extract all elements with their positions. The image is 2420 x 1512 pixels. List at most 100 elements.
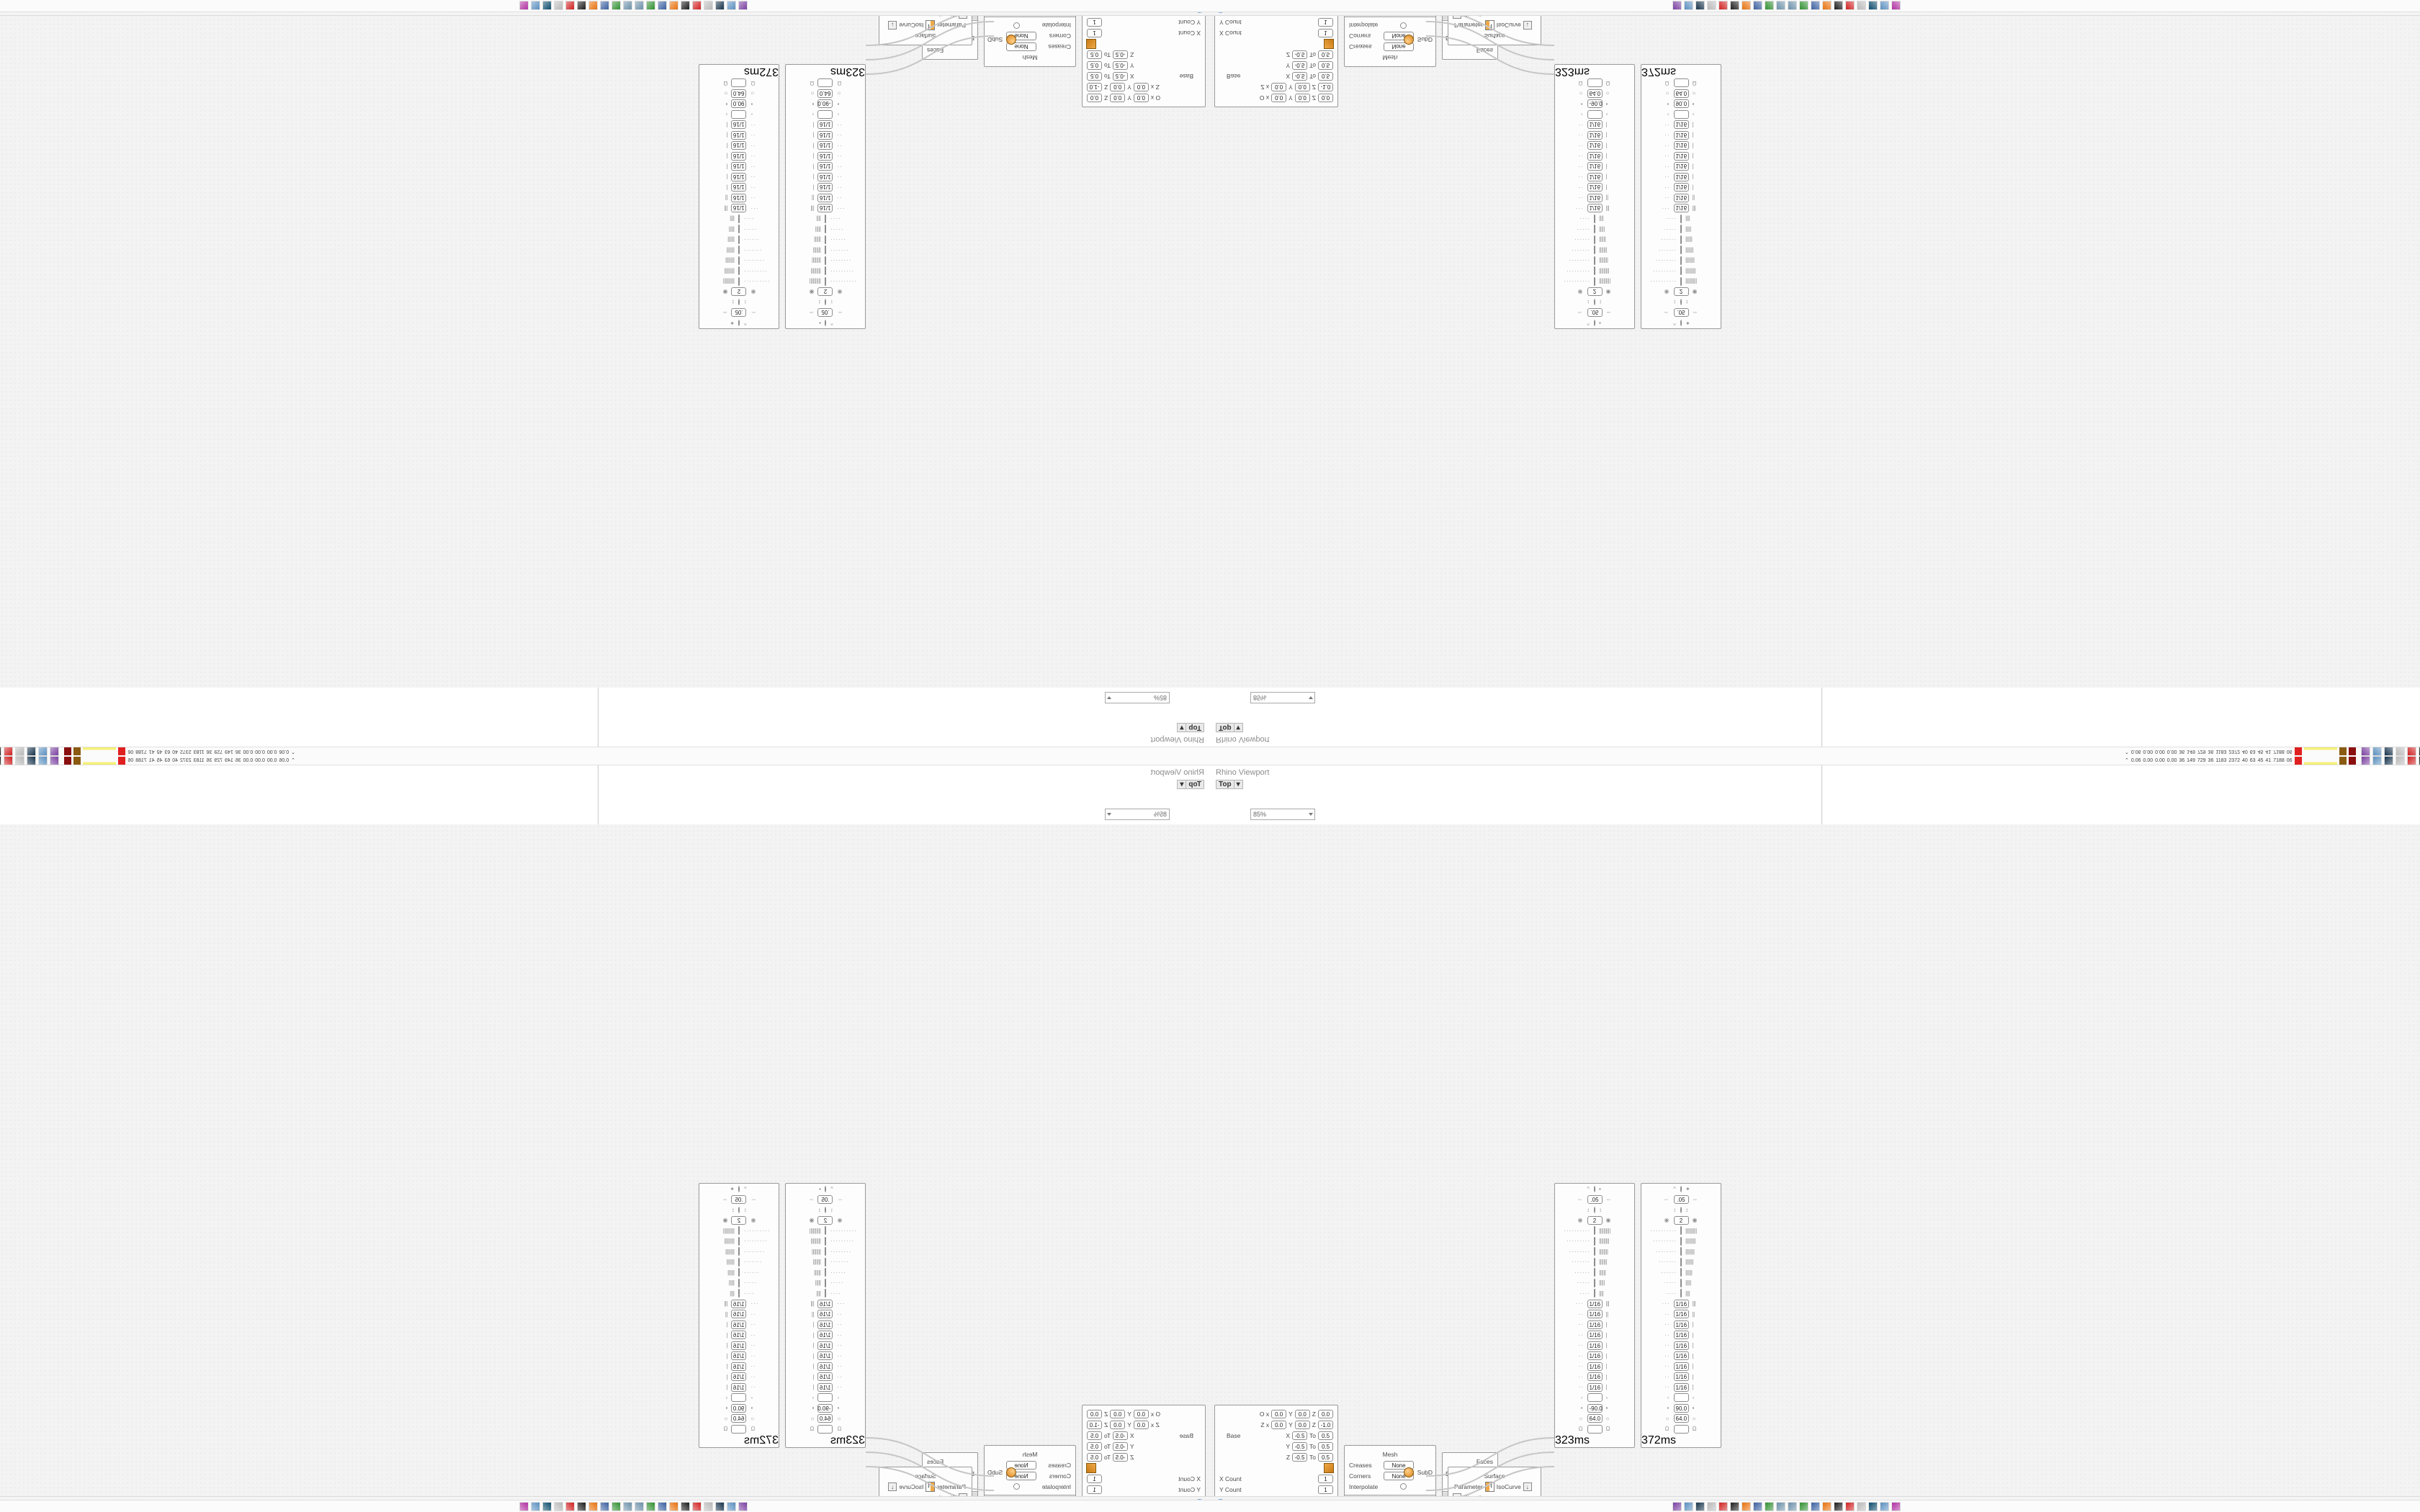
app-display2-icon[interactable] [623,1,633,11]
row-checkbox[interactable] [825,1236,826,1246]
app-window-icon[interactable] [704,1501,714,1511]
app-terminal-icon[interactable] [1695,1501,1705,1511]
up-arrow-icon[interactable]: ↑ [1453,16,1461,19]
row-checkbox[interactable] [1594,266,1595,276]
row-checkbox[interactable] [825,1247,826,1256]
app-photoshop-icon[interactable] [1868,1501,1878,1511]
down-arrow-icon[interactable]: ↓ [888,21,897,30]
row-checkbox[interactable] [738,256,740,265]
subd-node[interactable]: Mesh Creases None Corners None Interpolate Sub… [984,16,1076,67]
app-octopus-icon[interactable] [738,1,748,11]
cluster-panel-a[interactable]: ^ ▪ ⇔ .05 ⇔ ↕ ↕ ◉ 2 ◉ ·········· |||||||||| ········… [1554,1183,1635,1448]
zoom-field[interactable]: 85% [1250,692,1315,703]
app-save-icon[interactable] [1752,1,1762,11]
row-checkbox[interactable] [825,256,826,265]
app-window-icon[interactable] [14,756,24,765]
app-bat2-icon[interactable] [577,1501,587,1511]
app-octopus-icon[interactable] [2361,756,2371,765]
app-rhino2-icon[interactable] [565,1,575,11]
chevron-down-icon[interactable]: ▾ [1233,780,1240,788]
row-checkbox[interactable] [1594,246,1595,255]
app-window2-icon[interactable] [1856,1,1866,11]
app-monitor-icon[interactable] [37,747,48,756]
row-checkbox[interactable] [1594,1268,1595,1277]
app-monitor-icon[interactable] [1683,1,1693,11]
gh-canvas[interactable]: O x 0.0 Y 0.0 Z 0.0 Z x 0.0 Y 0.0 Z -1.0 Base X -0.5 To… [1210,824,2420,1496]
app-save-icon[interactable] [658,1,668,11]
system-topbar[interactable]: ⌃ 0.06 0.00 0.00 0.00 36 149 729 36 1183 2372 40 63 4… [0,756,1210,765]
app-window-icon[interactable] [2396,747,2406,756]
app-octopus2-icon[interactable] [519,1,529,11]
row-checkbox[interactable] [1594,256,1595,265]
isocurve-node[interactable]: SurfaceParameterIsoCurve↓↑Direction0ms [1448,16,1541,45]
topbar-taskbar-icons[interactable] [0,756,60,765]
app-bat-icon[interactable] [681,1,691,11]
row-checkbox[interactable] [825,1257,826,1266]
system-topbar[interactable]: ⌃ 0.06 0.00 0.00 0.00 36 149 729 36 1183 2372 40 63 4… [1210,756,2420,765]
app-terminal-icon[interactable] [2384,747,2394,756]
row-toggle[interactable] [738,1185,740,1192]
row-checkbox[interactable] [825,225,826,234]
app-firefox-icon[interactable] [669,1,679,11]
row-checkbox[interactable] [1594,1247,1595,1256]
app-display2-icon[interactable] [1787,1,1797,11]
app-display-icon[interactable] [635,1,645,11]
cluster-panel-a[interactable]: ^ ▪ ⇔ .05 ⇔ ↕ ↕ ◉ 2 ◉ ·········· |||||||||| ········… [785,64,866,329]
app-octopus2-icon[interactable] [1891,1501,1901,1511]
subd-node[interactable]: Mesh Creases None Corners None Interpolate Sub… [1344,16,1436,67]
app-monitor-icon[interactable] [1683,1501,1693,1511]
app-bat-icon[interactable] [0,756,1,765]
app-terminal-icon[interactable] [2384,756,2394,765]
row-checkbox[interactable] [738,1247,740,1256]
row-checkbox[interactable] [825,246,826,255]
system-taskbar[interactable] [0,0,1210,12]
row-checkbox[interactable] [1680,214,1682,223]
app-window-icon[interactable] [1706,1,1716,11]
gh-canvas[interactable]: O x 0.0 Y 0.0 Z 0.0 Z x 0.0 Y 0.0 Z -1.0 Base X -0.5 To… [0,824,1210,1496]
row-checkbox[interactable] [738,1257,740,1266]
down-arrow-icon[interactable]: ↓ [1523,21,1532,30]
grasshopper-window[interactable]: Grasshopper - XH1 ⊙ ≋ ⊙ ⌀ ᵖ ⊙ ♤ ⊙ ▾ ⊙ ⊃ … [1210,756,2420,1512]
row-checkbox[interactable] [1594,225,1595,234]
row-checkbox[interactable] [738,266,740,276]
row-toggle[interactable] [1594,1206,1595,1213]
app-rhino-icon[interactable] [3,756,13,765]
app-firefox-icon[interactable] [1741,1501,1751,1511]
app-monitor-icon[interactable] [37,756,48,765]
row-checkbox[interactable] [1680,1278,1682,1287]
row-toggle[interactable] [738,299,740,306]
cluster-panel-b[interactable]: ^ ✦ ⇔ .05 ⇔ ↕ ↕ ◉ 2 ◉ ·········· |||||||||| ········… [699,1183,779,1448]
app-green-drive2-icon[interactable] [611,1501,622,1511]
row-toggle[interactable] [825,320,826,327]
app-green-drive2-icon[interactable] [611,1,622,11]
row-checkbox[interactable] [1680,235,1682,244]
app-save2-icon[interactable] [600,1501,610,1511]
row-checkbox[interactable] [1680,1268,1682,1277]
row-checkbox[interactable] [738,1268,740,1277]
topbar-taskbar-icons[interactable] [0,747,60,756]
grasshopper-window[interactable]: Grasshopper - XH1 ⊙ ≋ ⊙ ⌀ ᵖ ⊙ ♤ ⊙ ▾ ⊙ ⊃ … [1210,0,2420,756]
row-toggle[interactable] [1594,1185,1595,1192]
row-toggle[interactable] [1594,320,1595,327]
app-window-icon[interactable] [1706,1501,1716,1511]
row-checkbox[interactable] [1680,256,1682,265]
topbar-taskbar-icons[interactable] [2360,756,2420,765]
row-checkbox[interactable] [1680,1247,1682,1256]
app-monitor-icon[interactable] [2372,747,2383,756]
app-rhino-icon[interactable] [692,1,702,11]
app-terminal-icon[interactable] [26,756,36,765]
app-photoshop-icon[interactable] [1868,1,1878,11]
row-toggle[interactable] [738,1206,740,1213]
app-octopus2-icon[interactable] [519,1501,529,1511]
isocurve-node[interactable]: SurfaceParameterIsoCurve↓↑Direction0ms [879,16,972,45]
app-rhino-icon[interactable] [2407,756,2417,765]
app-monitor-icon[interactable] [727,1501,737,1511]
app-monitor-icon[interactable] [727,1,737,11]
app-window-icon[interactable] [2396,756,2406,765]
app-firefox2-icon[interactable] [588,1,599,11]
system-taskbar[interactable] [1210,1500,2420,1512]
app-terminal-icon[interactable] [1695,1,1705,11]
system-taskbar[interactable] [1210,0,2420,12]
chevron-down-icon[interactable]: ▾ [1180,780,1187,788]
viewport-view-selector[interactable]: Top▾ [1216,780,1243,789]
